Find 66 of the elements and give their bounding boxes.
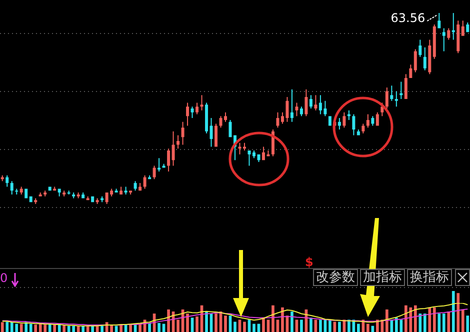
candlestick	[400, 82, 403, 99]
bar	[224, 316, 227, 332]
bar	[272, 305, 274, 332]
bar	[300, 320, 303, 332]
bar	[418, 314, 422, 332]
bar	[252, 324, 256, 332]
bar	[234, 322, 236, 332]
bar	[290, 312, 294, 332]
bar	[414, 305, 417, 332]
bar	[48, 324, 52, 332]
bar	[76, 326, 80, 332]
bar	[148, 322, 151, 332]
text: 换指标	[407, 269, 452, 286]
bar	[86, 326, 90, 332]
text: 改参数	[313, 269, 358, 286]
bar	[328, 320, 332, 332]
bar	[366, 324, 370, 332]
bar	[176, 320, 180, 332]
bar	[385, 309, 388, 332]
bar	[466, 316, 470, 332]
bar	[196, 316, 198, 332]
text: 加指标	[360, 269, 405, 286]
bar	[186, 314, 189, 332]
annotation: 63.56	[390, 11, 426, 26]
bar	[338, 322, 341, 332]
bar	[243, 322, 246, 332]
bar	[214, 314, 218, 332]
bar	[24, 322, 28, 332]
candlestick	[15, 188, 18, 194]
bar	[348, 320, 350, 332]
candlestick	[238, 142, 242, 154]
bar	[91, 326, 94, 332]
bar	[456, 293, 460, 332]
bar	[82, 326, 85, 332]
bar	[167, 309, 170, 332]
bar	[53, 324, 56, 332]
bar	[319, 320, 322, 332]
bar	[6, 322, 9, 332]
bar	[432, 307, 436, 332]
bar	[447, 312, 450, 332]
bar	[438, 314, 441, 332]
bar	[428, 307, 432, 332]
bar	[0, 322, 4, 332]
bar	[20, 324, 23, 332]
bar	[138, 324, 142, 332]
bar	[281, 307, 284, 332]
bar	[62, 325, 66, 332]
text: $	[305, 255, 314, 269]
bar	[461, 309, 464, 332]
bar	[357, 324, 360, 332]
bar	[310, 318, 312, 332]
bar	[100, 326, 104, 332]
bar	[423, 314, 426, 332]
candlestick	[452, 13, 455, 40]
bar	[262, 318, 265, 332]
bar	[29, 324, 32, 332]
candlestick	[394, 91, 398, 107]
bar	[34, 324, 38, 332]
bar	[452, 291, 455, 332]
bar	[390, 320, 394, 332]
text: 0	[0, 271, 8, 285]
bar	[205, 312, 208, 332]
candlestick	[200, 95, 204, 110]
candlestick	[158, 158, 161, 172]
bar	[442, 314, 446, 332]
bar	[158, 322, 160, 332]
